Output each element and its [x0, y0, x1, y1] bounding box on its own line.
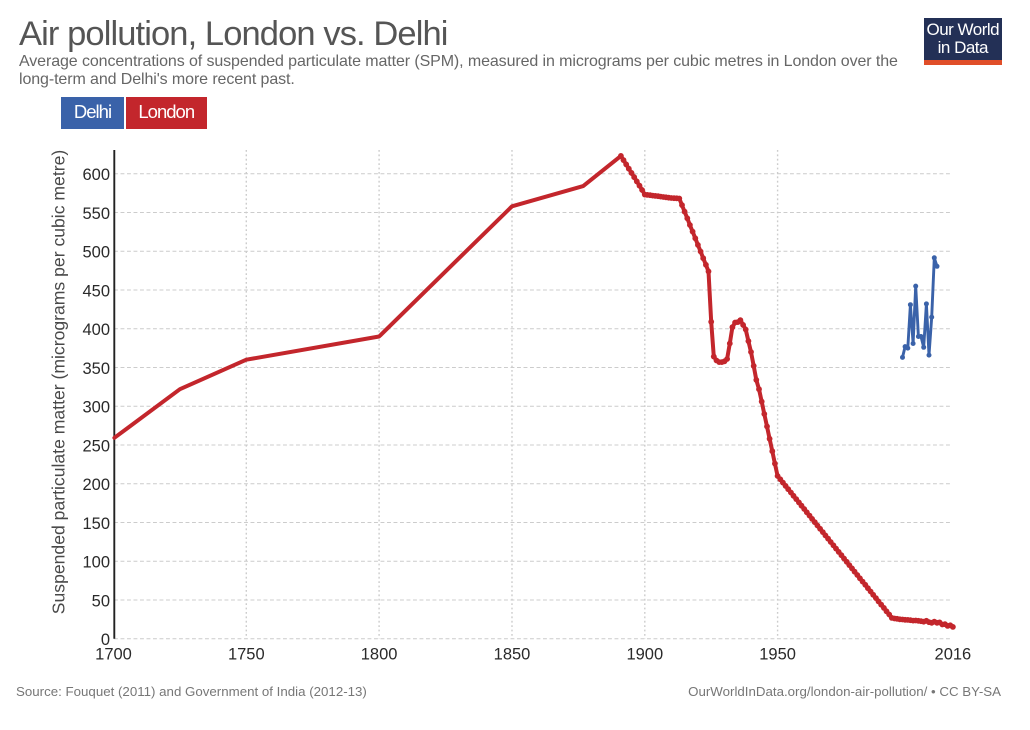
- svg-text:500: 500: [82, 244, 110, 262]
- svg-text:1800: 1800: [361, 646, 398, 664]
- svg-text:1750: 1750: [228, 646, 265, 664]
- svg-text:1900: 1900: [626, 646, 663, 664]
- svg-text:Suspended particulate matter (: Suspended particulate matter (micrograms…: [49, 150, 69, 614]
- svg-text:350: 350: [82, 360, 110, 378]
- svg-text:150: 150: [82, 515, 110, 533]
- svg-text:450: 450: [82, 282, 110, 300]
- svg-text:200: 200: [82, 476, 110, 494]
- svg-text:1700: 1700: [95, 646, 132, 664]
- svg-text:0: 0: [101, 631, 110, 649]
- svg-text:1950: 1950: [759, 646, 796, 664]
- svg-text:250: 250: [82, 437, 110, 455]
- svg-text:100: 100: [82, 554, 110, 572]
- svg-text:50: 50: [92, 592, 110, 610]
- svg-text:600: 600: [82, 166, 110, 184]
- svg-text:1850: 1850: [494, 646, 531, 664]
- svg-text:550: 550: [82, 205, 110, 223]
- svg-text:300: 300: [82, 399, 110, 417]
- svg-text:2016: 2016: [935, 646, 972, 664]
- svg-text:400: 400: [82, 321, 110, 339]
